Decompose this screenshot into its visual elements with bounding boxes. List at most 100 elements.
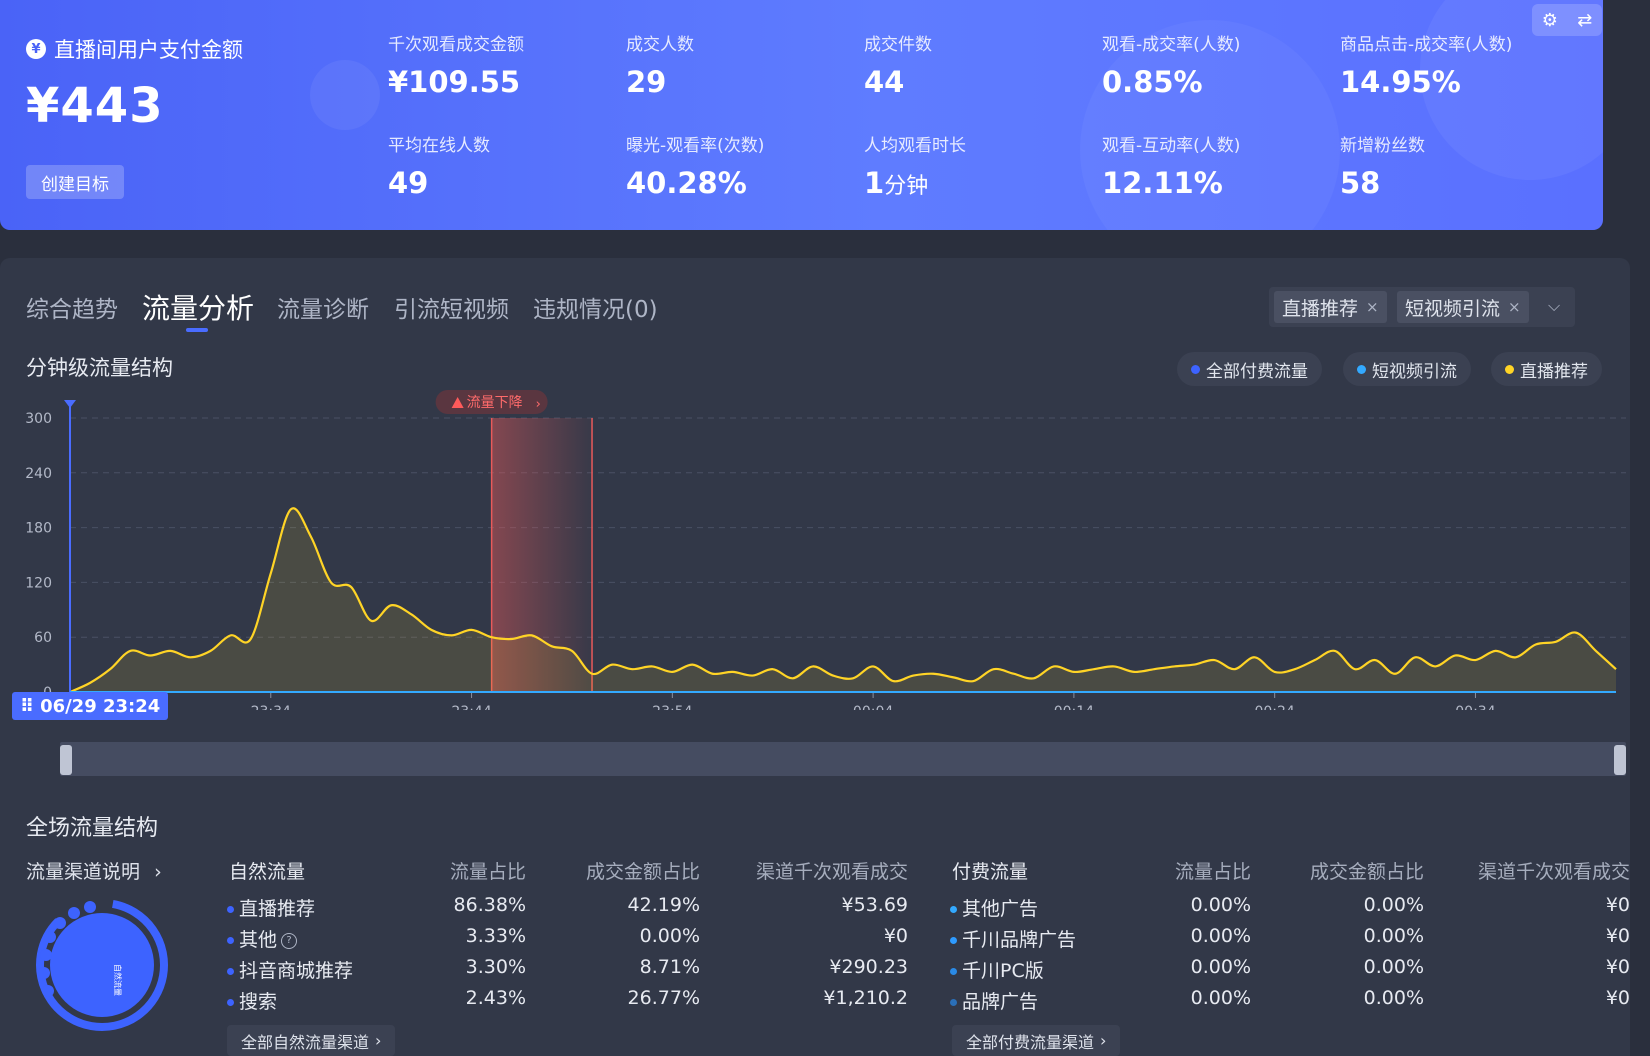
metric-avg-online: 平均在线人数 49 — [388, 131, 608, 200]
channel-explain-link[interactable]: 流量渠道说明 › — [26, 857, 162, 884]
row-name: 千川PC版 — [962, 960, 1044, 982]
metric-value: 40.28% — [626, 166, 747, 200]
row-dot — [950, 999, 957, 1006]
row-flow: 0.00% — [1190, 956, 1251, 978]
metric-buyers: 成交人数 29 — [626, 30, 846, 99]
create-target-button[interactable]: 创建目标 — [26, 165, 124, 199]
filter-chip[interactable]: 短视频引流 × — [1397, 291, 1529, 323]
metric-kgmv: 千次观看成交金额 ¥109.55 — [388, 30, 608, 99]
tab-violations[interactable]: 违规情况(0) — [533, 297, 658, 323]
natural-header-flow: 流量占比 — [449, 861, 526, 883]
metric-label: 观看-互动率(人数) — [1102, 136, 1241, 156]
table-row-name[interactable]: 抖音商城推荐 — [227, 956, 353, 983]
x-tick-label: 00:24 — [1254, 704, 1294, 710]
row-kgmv: ¥290.23 — [829, 956, 908, 978]
card-tools: ⚙ ⇄ — [1532, 4, 1602, 36]
table-row-name[interactable]: 直播推荐 — [227, 894, 315, 921]
x-tick-label: 00:34 — [1455, 704, 1495, 710]
metric-new-fans: 新增粉丝数 58 — [1340, 131, 1560, 200]
table-row-name[interactable]: 其他广告 — [950, 894, 1038, 921]
row-gmv: 0.00% — [1363, 987, 1424, 1009]
filter-chip[interactable]: 直播推荐 × — [1274, 291, 1387, 323]
alert-band: 流量下降 › — [435, 390, 593, 692]
time-cursor-label[interactable]: ⠿ 06/29 23:24 — [12, 692, 169, 720]
x-tick-label: 00:14 — [1054, 704, 1094, 710]
decor-circle — [310, 60, 380, 130]
row-gmv: 0.00% — [1363, 894, 1424, 916]
help-icon[interactable]: ? — [281, 932, 298, 949]
tab-traffic-diagnosis[interactable]: 流量诊断 — [277, 297, 369, 323]
chart-title: 分钟级流量结构 — [26, 356, 173, 380]
metric-label: 曝光-观看率(次数) — [626, 136, 765, 156]
legend-item-short-video[interactable]: 短视频引流 — [1343, 352, 1471, 386]
warning-icon — [451, 397, 464, 408]
metric-value: 49 — [388, 166, 429, 200]
link-label: 全部付费流量渠道 — [966, 1032, 1095, 1052]
legend-label: 直播推荐 — [1520, 361, 1588, 382]
row-kgmv: ¥0 — [1605, 956, 1630, 978]
swap-icon[interactable]: ⇄ — [1577, 9, 1593, 31]
time-range-slider[interactable] — [60, 742, 1626, 776]
row-name: 搜索 — [239, 991, 278, 1013]
row-name: 品牌广告 — [962, 991, 1039, 1013]
row-kgmv: ¥1,210.2 — [823, 987, 908, 1009]
row-dot — [950, 906, 957, 913]
slider-handle-left[interactable] — [60, 745, 72, 775]
table-row-name[interactable]: 其他? — [227, 925, 298, 952]
metric-exposure-view: 曝光-观看率(次数) 40.28% — [626, 131, 846, 200]
table-row-name[interactable]: 千川品牌广告 — [950, 925, 1076, 952]
alert-label: 流量下降 — [467, 395, 523, 411]
row-dot — [227, 968, 234, 975]
axis-marker-icon — [64, 400, 76, 408]
legend-dot — [1505, 364, 1514, 374]
slider-handle-right[interactable] — [1614, 745, 1626, 775]
gear-icon[interactable]: ⚙ — [1541, 9, 1558, 31]
table-row-name[interactable]: 千川PC版 — [950, 956, 1044, 983]
metric-value: ¥109.55 — [388, 65, 521, 99]
legend-item-paid[interactable]: 全部付费流量 — [1177, 352, 1322, 386]
all-paid-channels-link[interactable]: 全部付费流量渠道 › — [952, 1025, 1121, 1056]
tab-overall-trend[interactable]: 综合趋势 — [26, 297, 118, 323]
table-row-name[interactable]: 搜索 — [227, 987, 277, 1014]
close-icon[interactable]: × — [1366, 298, 1379, 316]
row-kgmv: ¥53.69 — [841, 894, 908, 916]
all-natural-channels-link[interactable]: 全部自然流量渠道 › — [227, 1025, 396, 1056]
close-icon[interactable]: × — [1508, 298, 1521, 316]
tab-traffic-analysis[interactable]: 流量分析 — [142, 292, 255, 325]
summary-title-label: 直播间用户支付金额 — [54, 38, 243, 62]
legend-label: 全部付费流量 — [1206, 361, 1308, 382]
row-name: 其他广告 — [962, 898, 1039, 920]
metric-value: 58 — [1340, 166, 1381, 200]
table-row-name[interactable]: 品牌广告 — [950, 987, 1038, 1014]
x-tick-label: 23:34 — [251, 704, 291, 710]
natural-header-name: 自然流量 — [229, 861, 306, 883]
legend-item-live-recommend[interactable]: 直播推荐 — [1491, 352, 1602, 386]
overall-title: 全场流量结构 — [26, 816, 159, 841]
metric-items: 成交件数 44 — [864, 30, 1084, 99]
row-flow: 86.38% — [453, 894, 526, 916]
row-gmv: 0.00% — [1363, 925, 1424, 947]
donut-small-segments — [38, 901, 96, 997]
chevron-down-icon[interactable]: ⌵ — [1548, 296, 1561, 315]
summary-amount: ¥443 — [26, 78, 164, 134]
row-dot — [227, 937, 234, 944]
row-name: 抖音商城推荐 — [239, 960, 354, 982]
metric-watch-time: 人均观看时长 1分钟 — [864, 131, 1084, 200]
row-gmv: 42.19% — [627, 894, 700, 916]
chevron-right-icon: › — [1100, 1031, 1107, 1050]
row-gmv: 0.00% — [1363, 956, 1424, 978]
row-kgmv: ¥0 — [1605, 894, 1630, 916]
traffic-chart[interactable]: 流量下降› 06012018024030023:3423:4423:5400:0… — [0, 390, 1650, 710]
link-label: 全部自然流量渠道 — [241, 1032, 370, 1052]
row-flow: 0.00% — [1190, 894, 1251, 916]
natural-header-kgmv: 渠道千次观看成交 — [755, 861, 908, 883]
main-panel — [0, 258, 1630, 1056]
row-flow: 2.43% — [465, 987, 526, 1009]
tab-short-videos[interactable]: 引流短视频 — [394, 297, 509, 323]
metric-view-conversion: 观看-成交率(人数) 0.85% — [1102, 30, 1322, 99]
chevron-right-icon: › — [154, 861, 162, 883]
decor-circle — [1080, 20, 1340, 230]
row-gmv: 0.00% — [639, 925, 700, 947]
metric-interaction: 观看-互动率(人数) 12.11% — [1102, 131, 1322, 200]
x-tick-label: 00:04 — [853, 704, 893, 710]
